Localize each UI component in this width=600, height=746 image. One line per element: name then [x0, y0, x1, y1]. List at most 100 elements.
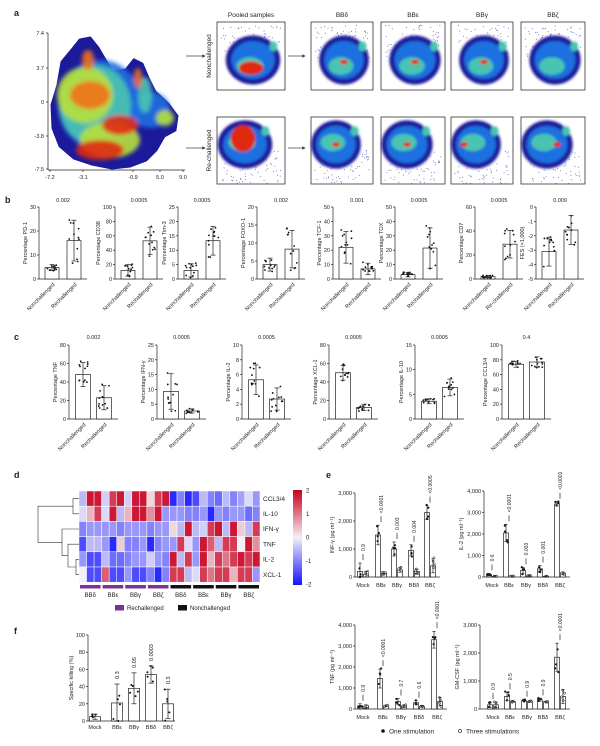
heatmap-cell: [146, 505, 155, 522]
data-point: [560, 695, 563, 699]
data-point: [340, 229, 343, 231]
category-label: BBγ: [522, 715, 532, 721]
heatmap-cell: [146, 490, 155, 507]
scatter-dot: [340, 182, 342, 184]
data-point: [447, 388, 450, 390]
scatter-dot: [500, 182, 502, 184]
scatter-dot: [440, 156, 442, 158]
scatter-dot: [223, 27, 225, 29]
scatter-dot: [224, 50, 226, 52]
data-point: [343, 233, 346, 236]
scatter-dot: [434, 40, 436, 42]
y-tick-label: 40: [320, 380, 326, 386]
data-point: [450, 383, 453, 386]
y-tick-label: 10: [324, 263, 330, 269]
y-tick-label: 80: [79, 650, 85, 656]
density-blobs: [381, 120, 433, 169]
y-tick-label: 10: [169, 248, 175, 254]
data-point: [294, 266, 297, 269]
scatter-dot: [265, 169, 267, 171]
heatmap-cell: [161, 505, 170, 522]
data-point: [550, 238, 553, 241]
scatter-dot: [462, 176, 464, 178]
scatter-dot: [419, 181, 421, 183]
category-label: Mock: [356, 715, 369, 721]
data-point: [366, 571, 369, 575]
data-point: [249, 366, 252, 369]
data-point: [432, 643, 435, 646]
dendrogram-branch: [67, 543, 79, 568]
data-point: [130, 684, 133, 687]
scatter-dot: [506, 152, 508, 154]
scatter-dot: [231, 179, 233, 181]
scatter-dot: [351, 170, 353, 172]
data-point: [168, 401, 171, 404]
data-point: [101, 395, 104, 398]
scatter-dot: [268, 36, 270, 38]
y-tick-label: 60: [493, 373, 499, 379]
data-point: [394, 547, 397, 550]
data-point: [280, 400, 283, 403]
scatter-dot: [235, 180, 237, 182]
scatter-dot: [275, 157, 277, 159]
scatter-dot: [433, 179, 435, 181]
scatter-dot: [497, 30, 499, 32]
heatmap-cell: [154, 551, 163, 568]
scatter-dot: [554, 25, 556, 27]
p-value: 0.4: [523, 335, 531, 341]
scatter-dot: [495, 29, 497, 31]
scatter-dot: [389, 49, 391, 51]
scatter-dot: [500, 36, 502, 38]
y-tick-label: 0: [409, 417, 412, 423]
heatmap-cell: [206, 536, 215, 553]
y-tick-label: 0: [327, 277, 330, 283]
column-label: BBδ: [336, 12, 349, 19]
umap-density-plot: [310, 116, 374, 185]
legend-swatch: [178, 605, 187, 611]
scatter-dot: [318, 50, 320, 52]
scatter-dot: [499, 181, 501, 183]
heatmap-cell: [154, 536, 163, 553]
data-point: [450, 388, 453, 391]
heatmap-cell: [86, 536, 95, 553]
y-axis-label: Specific killing (%): [69, 656, 75, 701]
heatmap-cell: [206, 551, 215, 568]
scatter-dot: [263, 30, 265, 32]
y-axis-label: Percentage CD38: [96, 221, 102, 265]
scatter-dot: [327, 176, 329, 178]
scatter-dot: [478, 170, 480, 172]
scatter-dot: [349, 169, 351, 171]
heatmap-row-label: TNF: [263, 541, 276, 548]
y-tick-label: 4,000: [467, 489, 481, 495]
data-point: [371, 265, 374, 268]
scatter-dot: [263, 180, 265, 182]
data-point: [514, 240, 516, 243]
data-point: [486, 573, 489, 576]
data-point: [507, 694, 510, 697]
heatmap-cell: [244, 521, 253, 537]
y-tick-label: 40: [79, 685, 85, 691]
chart-f-18: 0 20 40 60 80 100 Specific killing (%) Mock 0.3 B…: [69, 633, 175, 731]
heatmap-cell: [108, 490, 117, 507]
scatter-dot: [439, 162, 441, 164]
scatter-dot: [351, 166, 353, 168]
scatter-dot: [331, 30, 333, 32]
data-point: [250, 382, 253, 385]
data-point: [209, 256, 212, 259]
density-blob: [460, 133, 486, 152]
heatmap-cell: [116, 521, 125, 537]
scatter-dot: [532, 178, 534, 180]
scatter-dot: [385, 52, 387, 54]
scatter-dot: [431, 175, 433, 177]
data-point: [439, 698, 442, 702]
density-blobs: [521, 120, 573, 169]
y-tick-label: 25: [148, 343, 154, 349]
scatter-dot: [274, 165, 276, 167]
data-point: [367, 409, 370, 412]
data-point: [167, 396, 169, 399]
data-point: [269, 264, 272, 267]
scatter-dot: [438, 32, 440, 34]
heatmap-cell: [244, 551, 253, 568]
